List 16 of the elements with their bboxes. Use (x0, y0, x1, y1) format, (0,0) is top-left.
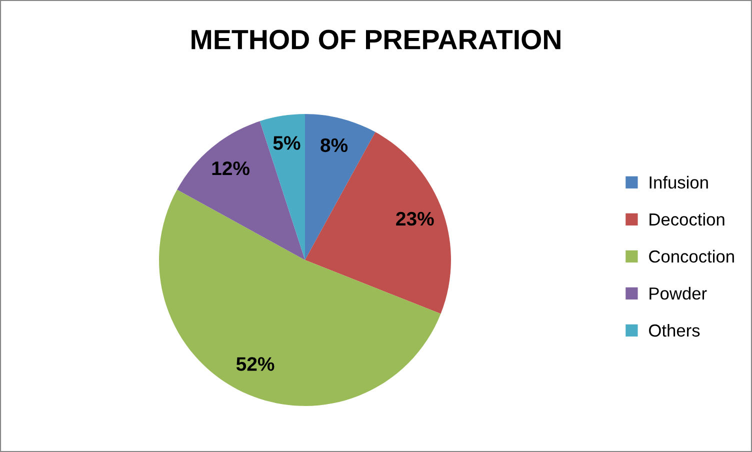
legend-label: Decoction (650, 212, 724, 226)
legend-label: Others (649, 324, 700, 337)
data-label: 5% (273, 136, 300, 150)
chart-title: METHOD OF PREPARATION (192, 30, 560, 50)
data-label: 52% (236, 357, 274, 371)
data-label: 12% (212, 161, 250, 176)
data-label: 23% (396, 212, 434, 226)
data-label: 8% (320, 138, 348, 152)
pie-slice (305, 114, 376, 260)
pie-slice (159, 190, 441, 406)
pie-slice (305, 132, 451, 314)
legend-label: Concoction (649, 250, 734, 263)
legend-label: Infusion (650, 176, 708, 189)
pie-slice (177, 121, 305, 260)
pie-slice (260, 114, 305, 260)
legend-label: Powder (650, 286, 707, 300)
